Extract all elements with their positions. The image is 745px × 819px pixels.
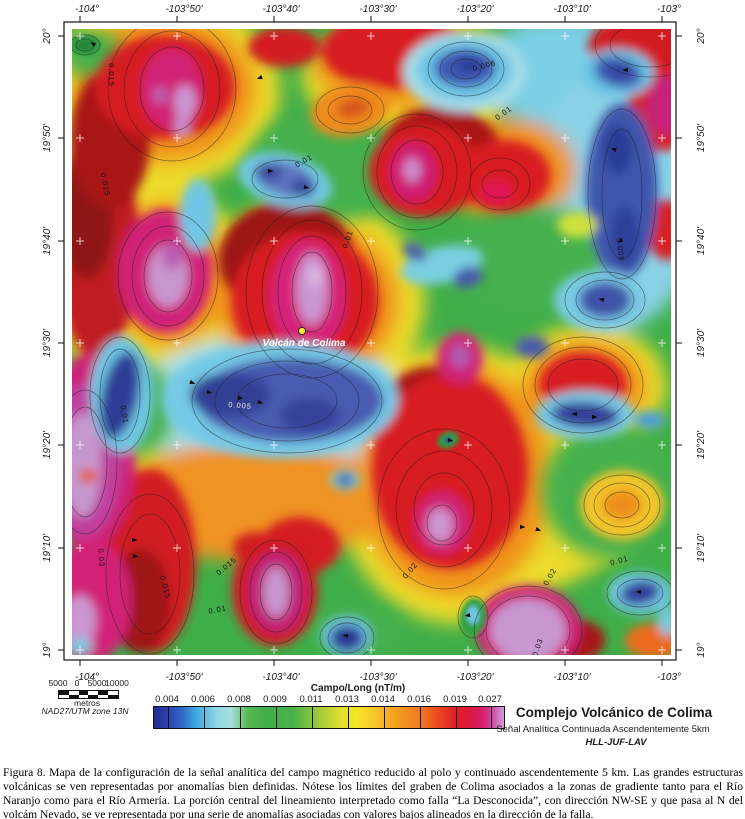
contour-label: 0.015 bbox=[107, 63, 116, 87]
graticule-cross-marks bbox=[76, 32, 666, 654]
lon-label-top: -103°20' bbox=[456, 4, 494, 15]
colorbar-title: Campo/Long (nT/m) bbox=[310, 683, 406, 694]
lon-label-top: -103°50' bbox=[165, 4, 203, 15]
contour-lines bbox=[72, 29, 671, 655]
map-grid: 0.015 0.015 0.01 0.01 0.006 0.01 0.005 0… bbox=[72, 29, 671, 655]
map-authors: HLL-JUF-LAV bbox=[585, 737, 647, 748]
lat-label-left: 19° bbox=[42, 642, 53, 657]
scalebar-tick: 5000 bbox=[48, 678, 68, 688]
axis-ticks bbox=[58, 16, 682, 666]
lat-label-right: 20° bbox=[696, 28, 707, 44]
contour-label: 0.005 bbox=[228, 400, 252, 411]
colorbar-tick: 0.004 bbox=[155, 694, 179, 705]
colorbar-tick: 0.008 bbox=[227, 694, 251, 705]
colorbar-tick: 0.006 bbox=[191, 694, 215, 705]
lon-label-bottom: -103°30' bbox=[359, 672, 397, 683]
figure-caption: Figura 8. Mapa de la configuración de la… bbox=[3, 765, 743, 819]
lon-label-bottom: -103°20' bbox=[456, 672, 494, 683]
contour-value-labels: 0.015 0.015 0.01 0.01 0.006 0.01 0.005 0… bbox=[96, 58, 629, 655]
map-small-eyes bbox=[72, 35, 487, 636]
contour-label: 0.01 bbox=[118, 405, 130, 425]
lat-label-right: 19°50' bbox=[696, 123, 707, 152]
lat-label-left: 19°40' bbox=[42, 226, 53, 255]
colorbar-tick: 0.027 bbox=[478, 694, 502, 705]
lon-label-bottom: -103°50' bbox=[165, 672, 203, 683]
lon-label-top: -103°40' bbox=[262, 4, 300, 15]
colorbar bbox=[153, 706, 505, 729]
contour-label: 0.015 bbox=[99, 172, 112, 197]
colorbar-tick: 0.016 bbox=[407, 694, 431, 705]
map-subtitle: Señal Analítica Continuada Ascendentemen… bbox=[496, 724, 710, 735]
contour-label: 0.005 bbox=[615, 238, 626, 262]
volcano-marker bbox=[297, 326, 307, 336]
lon-label-bottom: -103°40' bbox=[262, 672, 300, 683]
colorbar-tick: 0.011 bbox=[299, 694, 323, 705]
scalebar-tick: 0 bbox=[74, 678, 80, 688]
lon-label-top: -103°30' bbox=[359, 4, 397, 15]
lon-label-top: -103°10' bbox=[553, 4, 591, 15]
depression-tick-marks bbox=[90, 42, 642, 639]
lat-label-right: 19°40' bbox=[696, 226, 707, 255]
map-frame bbox=[63, 21, 677, 661]
lat-label-left: 19°30' bbox=[42, 328, 53, 357]
lon-label-top: -104° bbox=[75, 4, 99, 15]
colorbar-tick: 0.009 bbox=[263, 694, 287, 705]
scalebar-tick: 10000 bbox=[105, 678, 129, 688]
lat-label-right: 19°10' bbox=[696, 533, 707, 562]
lat-label-left: 19°10' bbox=[42, 533, 53, 562]
contour-label: 0.03 bbox=[96, 548, 107, 567]
map-title: Complejo Volcánico de Colima bbox=[515, 705, 713, 720]
colorbar-tick: 0.019 bbox=[443, 694, 467, 705]
lat-label-right: 19°20' bbox=[696, 430, 707, 459]
lat-label-right: 19°30' bbox=[696, 328, 707, 357]
axis-labels: -104° -103°50' -103°40' -103°30' -103°20… bbox=[42, 4, 707, 683]
volcano-label: Volcán de Colima bbox=[263, 338, 346, 349]
colorbar-tick: 0.013 bbox=[335, 694, 359, 705]
anomaly-map: 0.015 0.015 0.01 0.01 0.006 0.01 0.005 0… bbox=[42, 4, 707, 683]
scalebar-datum: NAD27/UTM zone 13N bbox=[41, 706, 129, 716]
scalebar-unit: metros bbox=[74, 698, 100, 708]
lat-label-left: 19°50' bbox=[42, 123, 53, 152]
lon-label-bottom: -103° bbox=[657, 672, 681, 683]
lon-label-bottom: -103°10' bbox=[553, 672, 591, 683]
lat-label-right: 19° bbox=[696, 642, 707, 657]
scalebar-tick: 5000 bbox=[87, 678, 107, 688]
lat-label-left: 19°20' bbox=[42, 430, 53, 459]
lon-label-bottom: -104° bbox=[75, 672, 99, 683]
lon-label-top: -103° bbox=[657, 4, 681, 15]
contour-label: 0.01 bbox=[208, 603, 228, 615]
scalebar bbox=[58, 690, 119, 699]
lat-label-left: 20° bbox=[42, 28, 53, 44]
colorbar-tick: 0.014 bbox=[371, 694, 395, 705]
